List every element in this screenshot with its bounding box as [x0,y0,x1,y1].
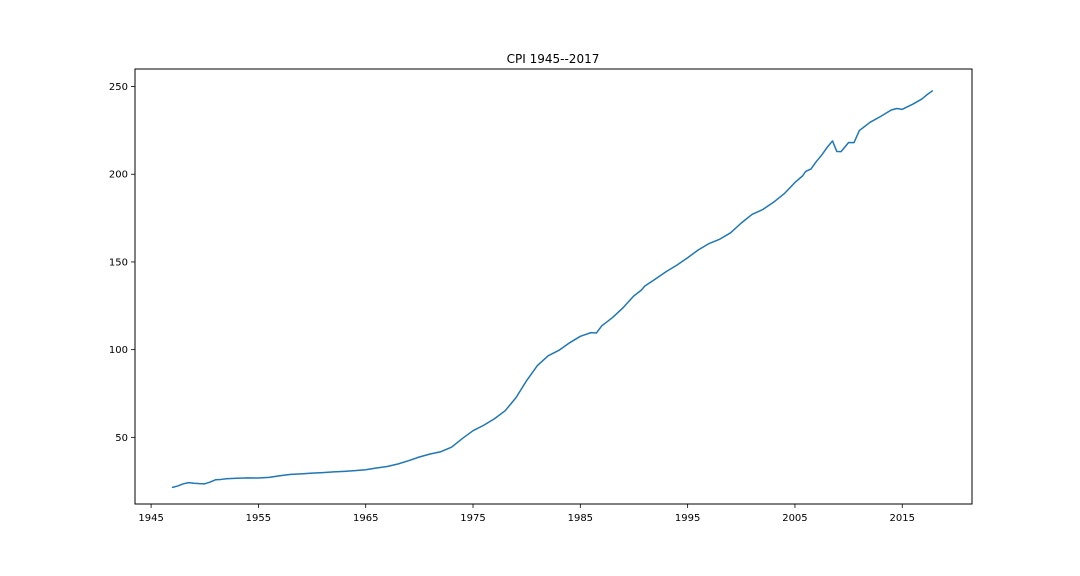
x-axis: 1945 1955 1965 1975 1985 1995 2005 2015 [138,504,915,524]
y-tick-label: 100 [109,345,128,356]
x-tick-label: 1995 [675,513,700,524]
y-tick-label: 200 [109,170,128,181]
plot-frame [134,68,973,505]
x-tick-label: 2005 [782,513,807,524]
y-tick-label: 50 [115,433,128,444]
x-tick-label: 1985 [568,513,593,524]
y-tick-label: 250 [109,82,128,93]
cpi-series-line [171,90,934,489]
x-tick-label: 2015 [890,513,915,524]
x-tick-label: 1965 [353,513,378,524]
x-tick-label: 1975 [460,513,485,524]
y-axis: 50 100 150 200 250 [109,82,135,444]
chart-title: CPI 1945--2017 [507,52,600,66]
x-tick-label: 1955 [246,513,271,524]
y-tick-label: 150 [109,257,128,268]
x-tick-label: 1945 [138,513,163,524]
